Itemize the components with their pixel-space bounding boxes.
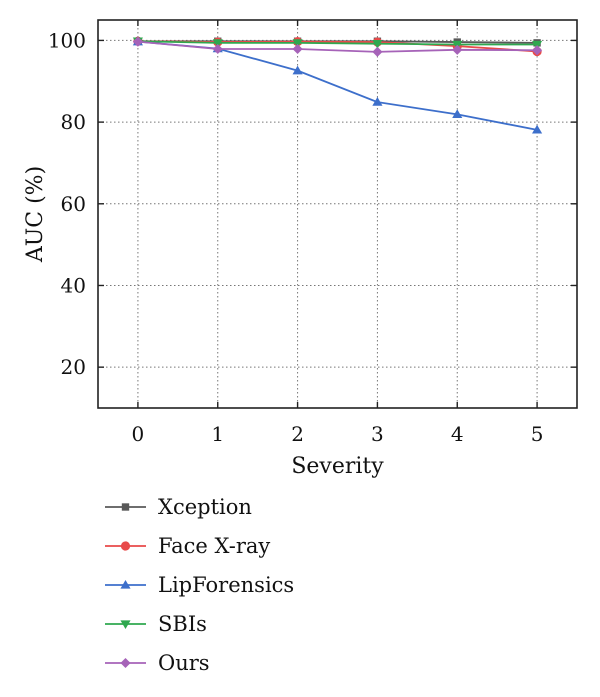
data-point <box>292 43 303 55</box>
series-lines <box>132 36 543 134</box>
legend-label: Xception <box>158 495 252 519</box>
data-point <box>372 97 383 106</box>
legend-label: SBIs <box>158 612 207 636</box>
legend-item: Ours <box>105 651 210 675</box>
y-tick-label: 20 <box>61 355 86 379</box>
data-point <box>212 43 223 55</box>
data-point <box>372 40 383 49</box>
axis-tick-labels: 20 40 60 80 100 0 1 2 3 4 5 <box>48 28 544 446</box>
data-point <box>532 124 543 134</box>
x-axis-title: Severity <box>291 454 384 479</box>
data-point <box>292 65 303 75</box>
series-line <box>137 40 538 46</box>
data-point <box>292 39 303 48</box>
legend-item: SBIs <box>105 612 207 636</box>
legend-item: Face X-ray <box>105 534 270 558</box>
x-tick-label: 0 <box>132 422 145 446</box>
x-tick-label: 1 <box>211 422 224 446</box>
legend-item: LipForensics <box>105 573 294 597</box>
series-line <box>137 40 538 53</box>
y-tick-label: 60 <box>61 192 86 216</box>
data-point <box>452 109 463 119</box>
x-tick-label: 2 <box>291 422 304 446</box>
legend-label: Ours <box>158 651 210 675</box>
legend-marker <box>121 503 130 511</box>
plot-area-frame <box>97 19 578 409</box>
legend-label: LipForensics <box>158 573 294 597</box>
y-tick-label: 100 <box>48 28 86 52</box>
x-tick-label: 5 <box>531 422 544 446</box>
y-tick-label: 40 <box>61 273 86 297</box>
legend-marker <box>120 620 131 630</box>
series-ours <box>132 36 543 57</box>
data-point <box>372 46 383 57</box>
data-point <box>132 36 143 47</box>
axis-ticks <box>98 20 577 408</box>
data-point <box>212 39 223 48</box>
legend-item: Xception <box>105 495 252 519</box>
y-tick-label: 80 <box>61 110 86 134</box>
series-line <box>137 40 538 131</box>
legend-label: Face X-ray <box>158 534 270 558</box>
data-point <box>532 45 543 56</box>
data-point <box>452 44 463 55</box>
x-tick-label: 4 <box>451 422 464 446</box>
legend-marker <box>120 657 131 669</box>
y-axis-title: AUC (%) <box>23 166 48 263</box>
grid-lines <box>98 20 577 408</box>
x-tick-label: 3 <box>371 422 384 446</box>
legend-marker <box>120 579 131 589</box>
legend: Xception Face X-ray LipForensics SBIs Ours <box>105 495 294 675</box>
legend-marker <box>120 541 131 551</box>
